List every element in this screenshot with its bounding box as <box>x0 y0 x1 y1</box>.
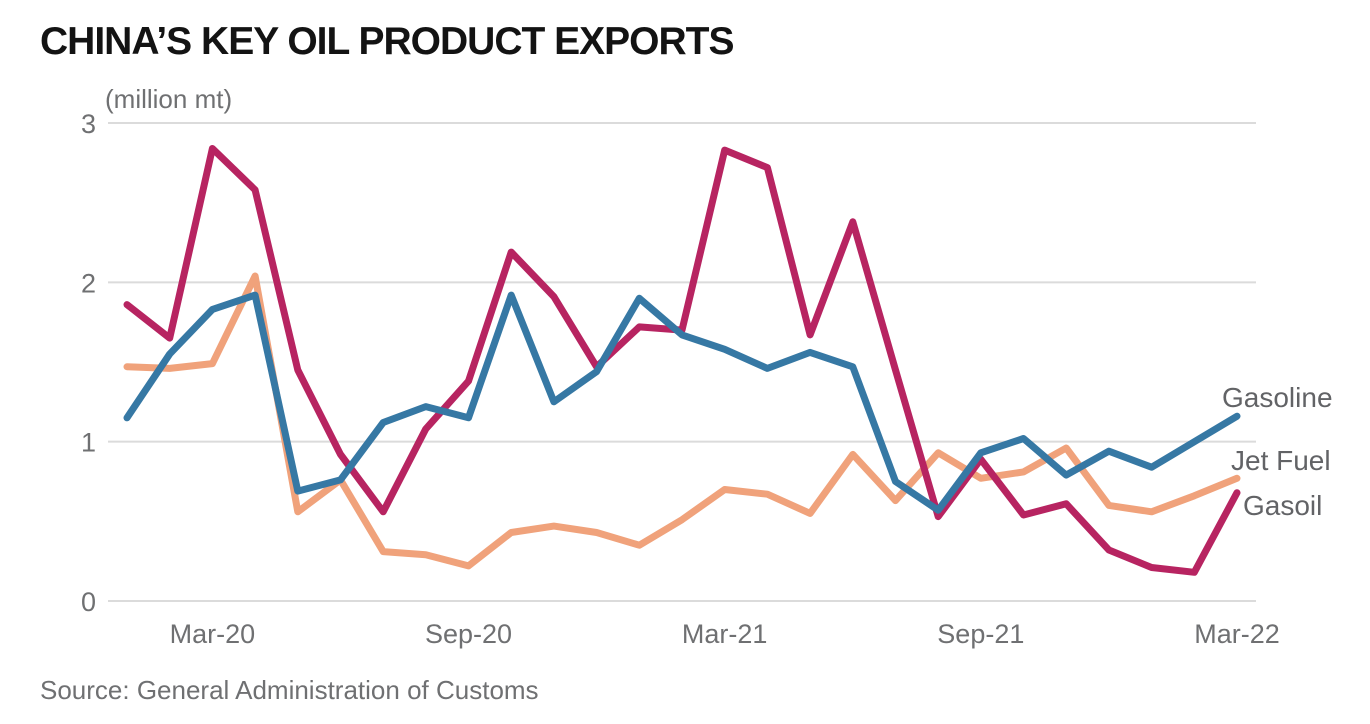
series-label-gasoil: Gasoil <box>1243 490 1322 521</box>
y-axis-tick-label: 1 <box>81 428 96 458</box>
series-line-gasoil <box>123 145 1241 576</box>
x-axis-tick-label: Mar-20 <box>170 619 256 649</box>
chart-title: CHINA’S KEY OIL PRODUCT EXPORTS <box>40 20 735 63</box>
y-axis-tick-label: 2 <box>81 268 96 298</box>
x-axis-tick-label: Sep-20 <box>425 619 512 649</box>
y-axis-tick-label: 0 <box>81 587 96 617</box>
x-axis-tick-label: Mar-21 <box>682 619 768 649</box>
series-line-gasoline <box>123 291 1241 514</box>
series-label-gasoline: Gasoline <box>1222 382 1333 413</box>
y-axis-tick-label: 3 <box>81 109 96 139</box>
x-axis-tick-label: Mar-22 <box>1194 619 1280 649</box>
x-axis-tick-label: Sep-21 <box>937 619 1024 649</box>
series-line-jet-fuel <box>123 272 1241 570</box>
source-note: Source: General Administration of Custom… <box>40 675 539 705</box>
series-label-jet-fuel: Jet Fuel <box>1231 445 1331 476</box>
unit-label: (million mt) <box>105 84 233 114</box>
